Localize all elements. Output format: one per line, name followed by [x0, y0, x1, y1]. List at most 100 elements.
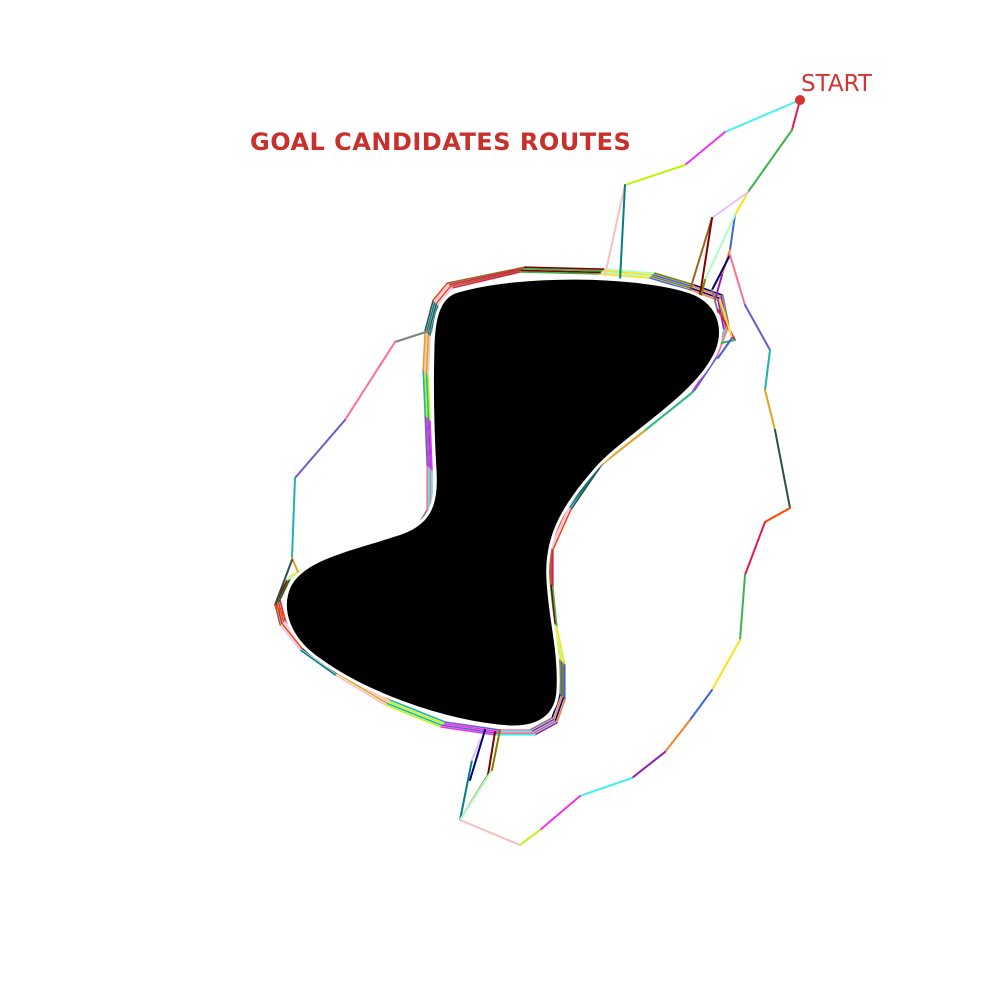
route-segment — [437, 287, 453, 306]
route-segment — [689, 689, 713, 721]
route-segment — [555, 625, 566, 666]
route-segment — [440, 724, 498, 735]
route-segment — [424, 299, 435, 332]
route-segment — [299, 648, 337, 676]
start-label: START — [801, 71, 873, 97]
route-segment — [650, 275, 693, 290]
route-segment — [739, 574, 746, 641]
route-segment — [424, 414, 429, 467]
route-segment — [429, 419, 433, 471]
route-segment — [764, 349, 771, 391]
route-segment — [717, 309, 736, 341]
route-segment — [734, 191, 749, 216]
route-segment — [385, 702, 443, 727]
route-segment — [532, 720, 557, 735]
route-segment — [619, 184, 626, 281]
route-segment — [387, 700, 445, 725]
route-segment — [427, 417, 432, 470]
route-segment — [433, 283, 450, 303]
route-segment — [744, 521, 766, 576]
route-segment — [664, 719, 691, 753]
route-segment — [704, 214, 736, 281]
route-segment — [552, 695, 563, 721]
route-segment — [291, 557, 299, 573]
route-segment — [334, 673, 387, 706]
route-segment — [427, 334, 431, 376]
route-segment — [530, 718, 555, 733]
route-segment — [744, 304, 771, 351]
route-segment — [519, 271, 601, 275]
route-segment — [601, 429, 646, 465]
route-segment — [729, 214, 736, 251]
route-segment — [274, 559, 293, 606]
route-segment — [294, 419, 346, 479]
route-segment — [394, 329, 433, 343]
start-marker — [795, 95, 805, 105]
route-segment — [652, 273, 695, 288]
chart-title: GOAL CANDIDATES ROUTES — [250, 128, 631, 156]
route-segment — [533, 721, 558, 736]
route-segment — [684, 131, 726, 166]
route-segment — [711, 639, 741, 691]
route-segment — [555, 698, 566, 724]
route-segment — [554, 697, 565, 723]
route-segment — [459, 759, 473, 821]
route-segment — [344, 341, 396, 421]
route-segment — [425, 415, 430, 468]
route-segment — [422, 369, 427, 417]
route-segment — [520, 269, 603, 274]
route-segment — [599, 273, 651, 279]
route-segment — [774, 429, 791, 509]
route-segment — [439, 725, 497, 736]
route-segment — [435, 285, 452, 305]
route-segment — [274, 603, 282, 626]
route-segment — [693, 284, 724, 297]
route-segment — [291, 477, 296, 559]
route-segment — [554, 624, 565, 665]
route-segment — [280, 622, 303, 650]
route-segment — [471, 739, 481, 761]
route-segment — [442, 722, 500, 733]
route-segment — [432, 282, 449, 302]
obstacle — [284, 276, 722, 729]
route-segment — [459, 819, 521, 846]
route-segment — [427, 374, 431, 421]
route-segment — [717, 337, 733, 359]
route-segment — [469, 729, 486, 781]
route-segment — [529, 717, 553, 731]
route-segment — [487, 731, 496, 776]
route-segment — [449, 269, 523, 288]
route-segment — [602, 269, 655, 276]
route-segment — [711, 191, 749, 219]
route-segment — [422, 329, 427, 372]
route-segment — [335, 672, 388, 705]
route-segment — [747, 129, 793, 193]
route-segment — [711, 289, 719, 313]
route-segment — [579, 777, 633, 797]
route-segment — [551, 585, 558, 628]
route-segment — [604, 184, 626, 276]
route-segment — [425, 372, 430, 420]
route-segment — [522, 267, 605, 272]
route-segment — [711, 254, 731, 291]
route-segment — [699, 217, 713, 296]
route-segment — [423, 330, 428, 373]
route-segment — [729, 254, 746, 306]
route-segment — [653, 272, 696, 287]
route-segment — [389, 699, 446, 723]
route-segment — [384, 703, 442, 728]
route-segment — [425, 300, 436, 333]
route-segment — [539, 795, 581, 831]
route-segment — [550, 584, 557, 627]
route-segment — [491, 729, 501, 771]
route-segment — [603, 268, 656, 275]
route-segment — [569, 462, 604, 511]
route-segment — [446, 266, 526, 285]
route-segment — [427, 302, 438, 335]
route-segment — [551, 694, 561, 719]
route-segment — [714, 274, 723, 301]
route-segment — [649, 277, 691, 291]
route-segment — [423, 370, 428, 418]
route-segment — [719, 299, 733, 339]
route-segment — [451, 271, 521, 289]
